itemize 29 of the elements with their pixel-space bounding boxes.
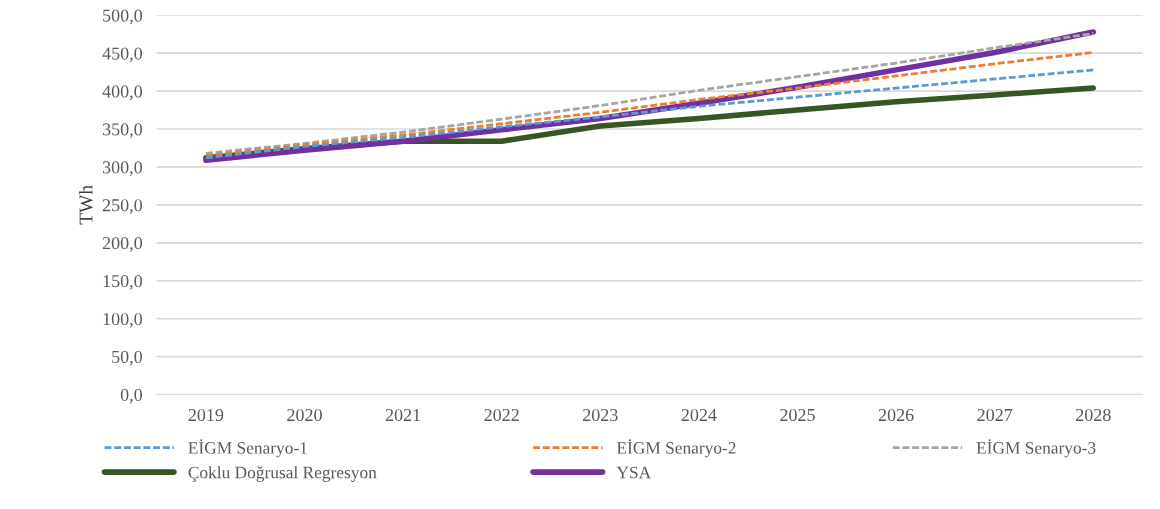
- legend-label: YSA: [616, 466, 652, 479]
- y-tick-label: 350,0: [102, 123, 143, 139]
- x-tick-label: 2023: [583, 408, 618, 422]
- x-tick-label: 2020: [287, 408, 322, 422]
- x-tick-label: 2021: [385, 408, 421, 422]
- y-axis-title: TWh: [78, 185, 93, 225]
- x-tick-label: 2025: [780, 408, 815, 422]
- x-tick-label: 2024: [681, 408, 717, 422]
- y-tick-label: 100,0: [103, 312, 143, 328]
- x-tick-label: 2027: [977, 408, 1013, 422]
- legend-label: EİGM Senaryo-3: [976, 439, 1096, 458]
- y-tick-label: 250,0: [102, 199, 143, 214]
- legend-label: Çoklu Doğrusal Regresyon: [188, 466, 377, 482]
- x-tick-label: 2022: [484, 408, 519, 422]
- x-tick-label: 2019: [188, 408, 224, 422]
- y-tick-label: 200,0: [102, 237, 143, 252]
- y-tick-label: 150,0: [103, 274, 143, 290]
- x-tick-label: 2026: [878, 408, 914, 422]
- line-series: [204, 68, 1095, 160]
- legend-label: EİGM Senaryo-2: [616, 439, 736, 458]
- line-series: [204, 51, 1095, 157]
- y-tick-label: 500,0: [103, 9, 143, 25]
- x-tick-label: 2028: [1076, 408, 1111, 422]
- legend-label: EİGM Senaryo-1: [188, 439, 307, 458]
- y-tick-label: 0,0: [120, 388, 143, 404]
- y-tick-label: 300,0: [102, 161, 143, 176]
- y-tick-label: 400,0: [102, 85, 143, 101]
- y-tick-label: 50,0: [112, 350, 143, 366]
- y-tick-label: 450,0: [102, 47, 143, 63]
